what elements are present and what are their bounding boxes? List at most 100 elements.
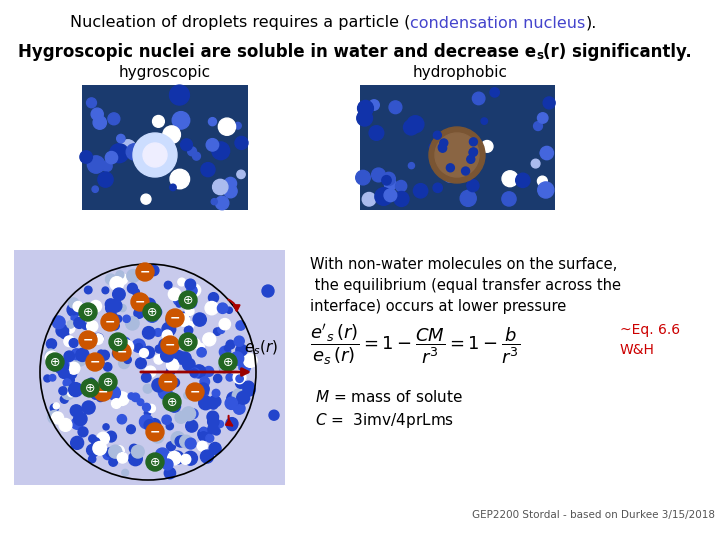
Circle shape [53, 403, 59, 409]
Circle shape [185, 307, 194, 315]
Circle shape [243, 354, 257, 367]
Circle shape [109, 445, 122, 458]
Circle shape [71, 315, 78, 321]
Circle shape [120, 453, 125, 459]
Text: −: − [150, 426, 161, 438]
Circle shape [218, 327, 225, 333]
Circle shape [220, 346, 230, 357]
Circle shape [171, 379, 179, 387]
Circle shape [200, 450, 214, 463]
Text: ).: ). [585, 16, 597, 30]
Text: −: − [104, 315, 115, 328]
Circle shape [90, 448, 99, 456]
Circle shape [403, 120, 418, 135]
Circle shape [211, 199, 217, 205]
Circle shape [60, 330, 68, 339]
Circle shape [236, 345, 247, 356]
Circle shape [63, 379, 71, 387]
Circle shape [235, 137, 248, 150]
Circle shape [212, 179, 228, 194]
Circle shape [116, 340, 129, 353]
Circle shape [358, 100, 374, 116]
Circle shape [389, 101, 402, 113]
Circle shape [178, 312, 189, 324]
Circle shape [220, 363, 229, 373]
Circle shape [460, 190, 476, 206]
Circle shape [143, 143, 167, 167]
Circle shape [102, 161, 112, 171]
Circle shape [115, 392, 129, 406]
Circle shape [184, 392, 191, 399]
Circle shape [188, 147, 197, 156]
Circle shape [384, 189, 397, 201]
Circle shape [57, 359, 69, 370]
Circle shape [208, 423, 218, 434]
Circle shape [534, 122, 542, 131]
Circle shape [162, 330, 172, 340]
Circle shape [66, 376, 74, 384]
Circle shape [184, 451, 197, 465]
Circle shape [199, 396, 212, 410]
Text: condensation nucleus: condensation nucleus [410, 16, 585, 30]
Circle shape [144, 420, 155, 430]
Circle shape [215, 196, 229, 210]
Circle shape [189, 335, 197, 343]
Circle shape [209, 293, 219, 303]
Circle shape [163, 393, 181, 411]
Circle shape [64, 323, 75, 333]
Circle shape [469, 148, 477, 157]
Circle shape [124, 345, 130, 352]
Circle shape [127, 284, 138, 293]
Circle shape [122, 469, 129, 476]
Circle shape [156, 448, 169, 462]
Circle shape [110, 276, 124, 291]
Circle shape [154, 355, 163, 364]
Text: −: − [165, 339, 175, 352]
Circle shape [446, 164, 454, 172]
Circle shape [109, 333, 127, 351]
Circle shape [150, 307, 161, 318]
Circle shape [108, 113, 120, 125]
Text: GEP2200 Stordal - based on Durkee 3/15/2018: GEP2200 Stordal - based on Durkee 3/15/2… [472, 510, 715, 520]
Circle shape [227, 421, 237, 430]
Circle shape [200, 427, 207, 434]
Circle shape [239, 361, 251, 373]
Circle shape [206, 139, 219, 151]
Text: −: − [98, 386, 108, 399]
Circle shape [233, 389, 246, 402]
Circle shape [163, 126, 181, 144]
Text: ⊕: ⊕ [113, 335, 123, 348]
Circle shape [101, 313, 119, 331]
Circle shape [372, 168, 385, 182]
Circle shape [209, 118, 217, 126]
Circle shape [113, 343, 131, 361]
Circle shape [89, 435, 96, 442]
Circle shape [67, 321, 74, 328]
Circle shape [188, 409, 198, 419]
Circle shape [71, 405, 82, 417]
Circle shape [171, 451, 184, 464]
Circle shape [49, 375, 55, 381]
Circle shape [153, 116, 164, 127]
Circle shape [462, 167, 469, 175]
Circle shape [88, 378, 95, 386]
Circle shape [171, 431, 185, 446]
Circle shape [237, 392, 250, 404]
Circle shape [98, 172, 113, 187]
Circle shape [269, 410, 279, 420]
Text: ⊕: ⊕ [83, 306, 94, 319]
Circle shape [73, 302, 84, 312]
Circle shape [116, 340, 126, 350]
Circle shape [168, 288, 181, 300]
Circle shape [222, 357, 235, 370]
Circle shape [179, 333, 197, 351]
Circle shape [469, 148, 477, 156]
Circle shape [206, 434, 214, 442]
Text: ⊕: ⊕ [167, 395, 177, 408]
Circle shape [120, 340, 133, 354]
Circle shape [106, 448, 115, 457]
Circle shape [148, 265, 159, 275]
Text: $e_s(r)$: $e_s(r)$ [244, 339, 278, 357]
Circle shape [56, 325, 68, 337]
Circle shape [120, 140, 135, 156]
